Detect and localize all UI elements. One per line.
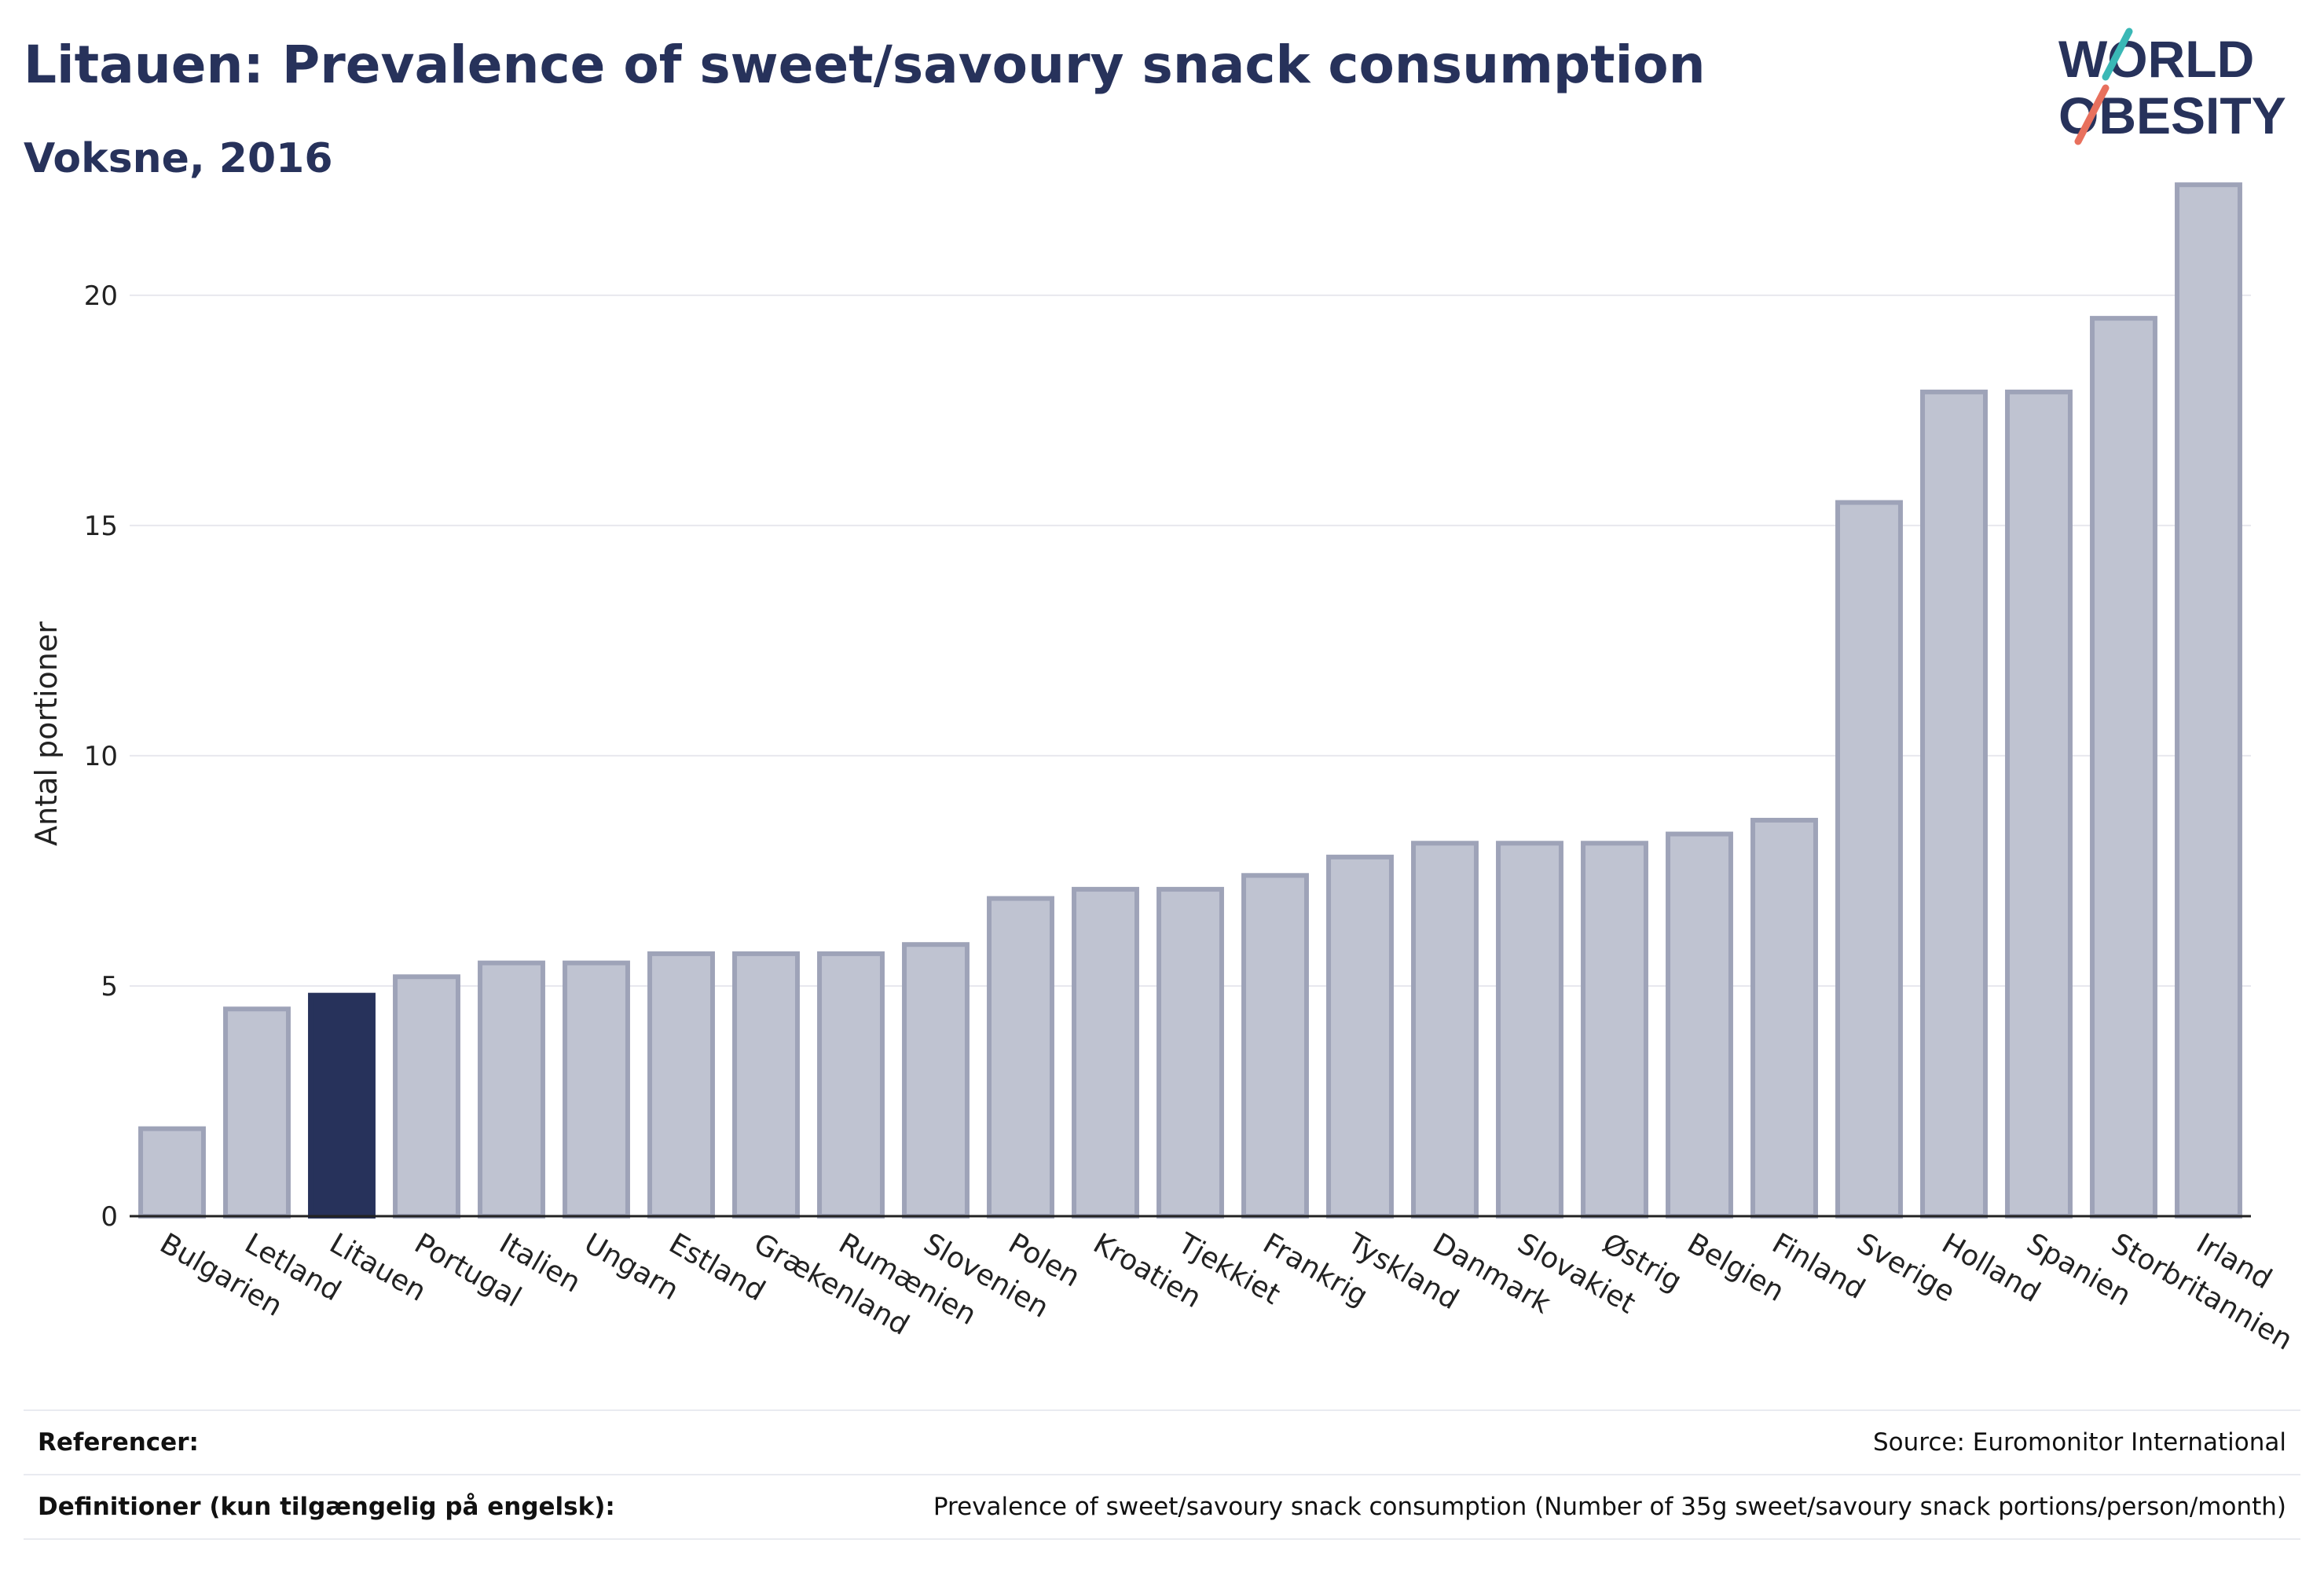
x-tick-label: Sverige [1852,1227,1960,1309]
y-tick-label: 20 [84,280,118,312]
bar-letland [223,1006,291,1219]
bar-slovakiet [1496,841,1563,1219]
definitions-label: Definitioner (kun tilgængelig på engelsk… [38,1493,615,1521]
bar-polen [987,896,1054,1219]
x-tick-label: Finland [1767,1227,1871,1306]
chart-title: Litauen: Prevalence of sweet/savoury sna… [24,35,1706,95]
world-obesity-logo: WORLD OBESITY [2058,27,2286,145]
logo-slash-top [2102,27,2133,81]
bar-belgien [1666,831,1733,1219]
bar-danmark [1411,841,1479,1219]
footer-divider-bottom [24,1538,2300,1540]
bar-slovenien [902,942,970,1219]
bar-spanien [2005,389,2073,1219]
definitions-row: Definitioner (kun tilgængelig på engelsk… [24,1475,2300,1538]
x-tick-label: Belgien [1682,1227,1790,1308]
bar-ungarn [563,960,630,1219]
bar-østrig [1581,841,1648,1219]
references-row: Referencer: Source: Euromonitor Internat… [24,1411,2300,1474]
bar-sverige [1835,500,1903,1219]
y-axis-label: Antal portioner [29,621,64,846]
footer-divider-top [24,1409,2300,1411]
bar-tjekkiet [1157,886,1224,1219]
footer-divider-middle [24,1474,2300,1475]
y-tick-label: 5 [101,971,118,1002]
y-tick-label: 0 [101,1201,118,1233]
bar-kroatien [1072,886,1139,1219]
logo-text-obesity: OBESITY [2058,86,2286,145]
bar-frankrig [1241,873,1309,1219]
y-tick-label: 10 [84,741,118,772]
bar-bulgarien [138,1126,206,1219]
chart-subtitle: Voksne, 2016 [24,135,333,182]
bar-tyskland [1326,854,1394,1219]
bar-storbritannien [2090,316,2157,1219]
bar-grækenland [732,951,800,1219]
x-tick-label: Holland [1937,1227,2046,1309]
bar-rumænien [817,951,885,1219]
bar-holland [1920,389,1988,1219]
bar-estland [647,951,715,1219]
bar-litauen [308,992,376,1219]
references-value: Source: Euromonitor International [1872,1428,2286,1457]
bar-irland [2175,182,2242,1219]
x-tick-label: Litauen [324,1227,432,1308]
bar-portugal [393,974,460,1219]
references-label: Referencer: [38,1428,199,1457]
logo-text-world: WORLD [2058,30,2254,88]
bar-italien [478,960,545,1219]
bar-finland [1750,817,1818,1219]
definitions-value: Prevalence of sweet/savoury snack consum… [933,1493,2286,1521]
x-tick-label: Estland [664,1227,771,1307]
x-tick-label: Ungarn [579,1227,684,1307]
logo-slash-bottom [2074,84,2110,145]
y-tick-label: 15 [84,511,118,542]
